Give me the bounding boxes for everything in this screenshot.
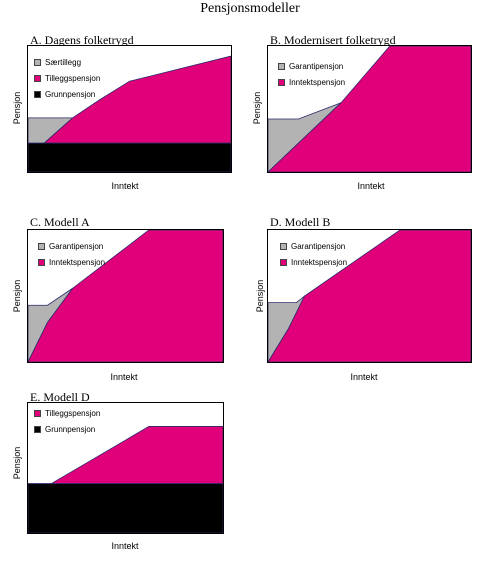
legend-swatch [280,242,287,250]
legend: Garantipensjon Inntektspensjon [280,238,347,270]
area-inntektspensjon [268,46,471,172]
legend-swatch [34,409,41,417]
chart-svg [268,230,471,362]
legend-swatch [34,425,41,433]
legend-swatch [38,258,45,266]
y-axis-label: Pensjon [12,446,22,480]
legend-item: Inntektspensjon [38,254,105,270]
plot-area: Særtillegg Tilleggspensjon Grunnpensjon [27,45,232,173]
plot-area: Garantipensjon Inntektspensjon [27,229,224,363]
y-axis-label: Pensjon [12,91,22,125]
legend-label: Tilleggspensjon [45,408,101,418]
legend-label: Garantipensjon [289,61,344,71]
legend-item: Særtillegg [34,54,100,70]
legend-label: Grunnpensjon [45,89,96,99]
area-inntektspensjon [28,230,223,362]
legend-label: Garantipensjon [49,241,104,251]
legend: Garantipensjon Inntektspensjon [278,58,345,90]
legend-swatch [34,90,41,98]
legend: Tilleggspensjon Grunnpensjon [34,405,100,437]
legend-item: Garantipensjon [280,238,347,254]
chart-title: C. Modell A [30,215,90,229]
area-grunnpensjon [28,142,231,172]
area-tilleggspensjon [43,55,231,144]
chart-title: B. Modernisert folketrygd [270,33,396,47]
legend-item: Garantipensjon [38,238,105,254]
chart-title: E. Modell D [30,390,90,404]
legend-label: Inntektspensjon [289,77,346,87]
area-inntektspensjon [268,230,471,362]
legend-label: Særtillegg [45,57,82,67]
legend-item: Grunnpensjon [34,421,100,437]
legend-item: Garantipensjon [278,58,345,74]
legend-swatch [278,62,285,70]
legend-item: Inntektspensjon [280,254,347,270]
legend-label: Garantipensjon [291,241,346,251]
y-axis-label: Pensjon [252,91,262,125]
legend-swatch [278,78,285,86]
x-axis-label: Inntekt [111,541,139,551]
legend-swatch [34,74,41,82]
x-axis-label: Inntekt [111,181,139,191]
legend-label: Grunnpensjon [45,424,96,434]
plot-area: Garantipensjon Inntektspensjon [267,45,472,173]
legend: Særtillegg Tilleggspensjon Grunnpensjon [34,54,100,102]
legend-item: Grunnpensjon [34,86,100,102]
legend-swatch [34,58,41,66]
legend-item: Tilleggspensjon [34,70,100,86]
plot-area: Tilleggspensjon Grunnpensjon [27,402,224,534]
chart-title: A. Dagens folketrygd [30,33,134,47]
legend-swatch [38,242,45,250]
chart-svg [28,230,223,362]
x-axis-label: Inntekt [110,372,138,382]
legend: Garantipensjon Inntektspensjon [38,238,105,270]
x-axis-label: Inntekt [350,372,378,382]
y-axis-label: Pensjon [255,279,265,313]
legend-item: Inntektspensjon [278,74,345,90]
legend-label: Tilleggspensjon [45,73,101,83]
chart-svg [28,426,223,533]
chart-title: D. Modell B [270,215,331,229]
y-axis-label: Pensjon [12,279,22,313]
area-grunnpensjon [28,483,223,533]
area-tilleggspensjon [49,426,223,484]
page-title: Pensjonsmodeller [200,1,300,16]
chart-svg [268,46,471,172]
plot-area: Garantipensjon Inntektspensjon [267,229,472,363]
legend-swatch [280,258,287,266]
legend-item: Tilleggspensjon [34,405,100,421]
x-axis-label: Inntekt [357,181,385,191]
legend-label: Inntektspensjon [291,257,348,267]
chart-svg [28,55,231,172]
legend-label: Inntektspensjon [49,257,106,267]
